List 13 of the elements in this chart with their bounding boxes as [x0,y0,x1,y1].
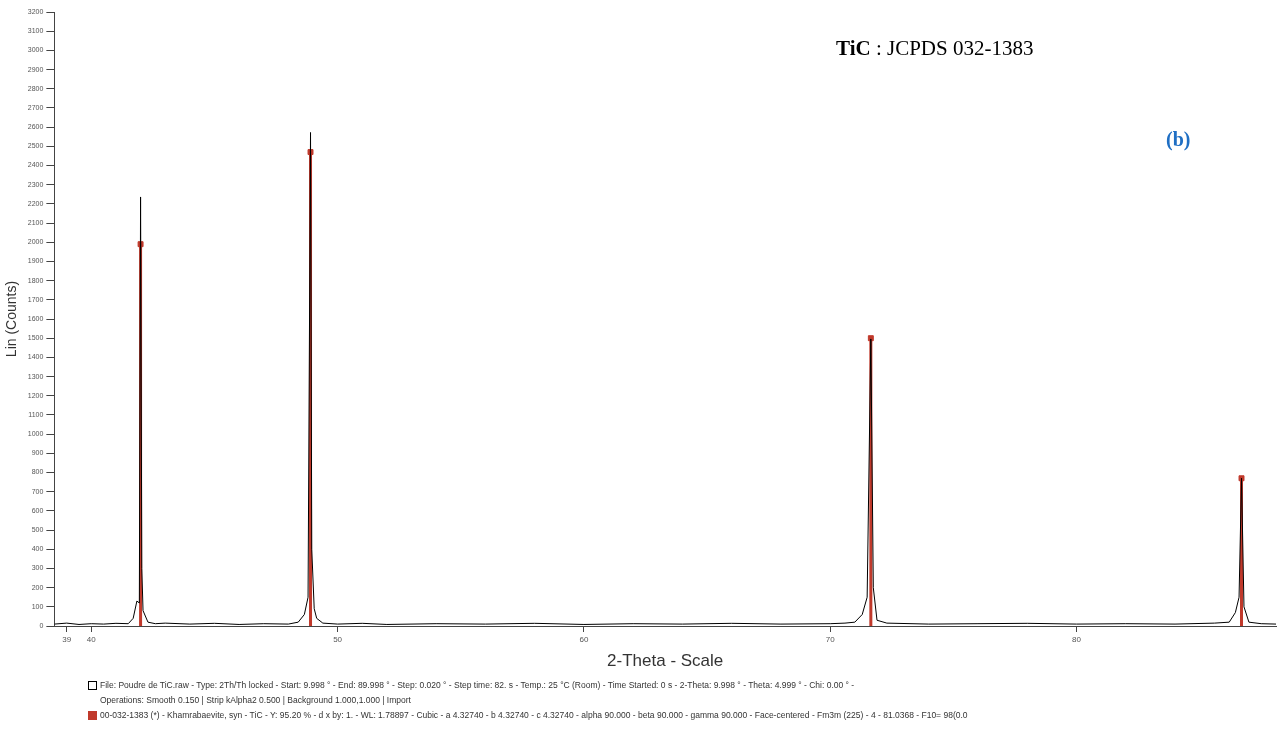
legend-label: File: Poudre de TiC.raw - Type: 2Th/Th locked - Start: 9.998 ° - End: 89.998 ° - Step: 0.020 ° - Step time: 82. s - Temp.: 25 °C (Room) - Time Started: 0 s - 2-Theta: 9.998 ° - Theta: 4.999 ° - Chi: 0.00 ° - [99,679,856,692]
text: TiC : JCPDS 032-1383 [836,36,1034,61]
x-tick-label: 80 [1072,635,1082,644]
x-tick-label: 40 [86,635,97,644]
annotation: (b) [1166,128,1191,151]
x-tick-label: 60 [579,635,589,644]
legend-label: 00-032-1383 (*) - Khamrabaevite, syn - TiC - Y: 95.20 % - d x by: 1. - WL: 1.78897 - Cubic - a 4.32740 - b 4.32740 - c 4.32740 - alpha 90.000 - beta 90.000 - gamma 90.000 - Face-centered - Fm3m (225) - 4 - 81.0368 - F10= 98(0.0 [99,709,969,722]
x-tick-label: 39 [62,635,72,644]
x-tick-label: 70 [825,635,836,644]
y-axis-title: Lin (Counts) [3,280,20,358]
x-axis-title: 2-Theta - Scale [607,651,724,671]
text: Operations: Smooth 0.150 | Strip kAlpha2 0.500 | Background 1.000,1.000 | Import [99,694,412,707]
x-tick-label: 50 [333,635,343,644]
